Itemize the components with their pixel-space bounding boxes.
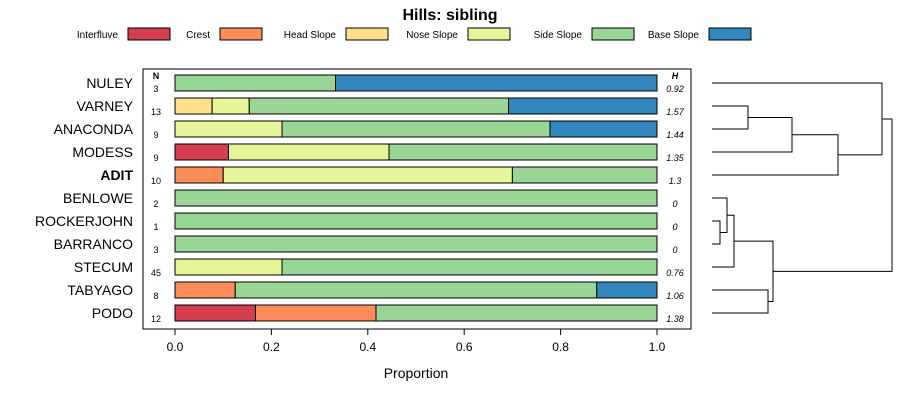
legend-label-interfluve: Interfluve: [77, 30, 119, 41]
bar-tabyago-base-slope: [596, 281, 658, 299]
bar-varney-base-slope: [508, 97, 658, 115]
n-value-varney: 13: [151, 107, 161, 117]
bar-podo-interfluve: [174, 304, 256, 322]
bar-varney-head-slope: [174, 97, 213, 115]
n-value-tabyago: 8: [153, 291, 158, 301]
legend-label-nose-slope: Nose Slope: [406, 30, 458, 41]
n-value-benlowe: 2: [153, 199, 158, 209]
x-axis: 0.0 0.2 0.4 0.6 0.8 1.0: [167, 329, 666, 354]
dendrogram-branch: [712, 220, 721, 245]
legend-label-base-slope: Base Slope: [648, 30, 700, 41]
row-label-tabyago: TABYAGO: [67, 282, 133, 298]
bar-tabyago-side-slope: [234, 281, 598, 299]
plot-frame: [142, 68, 692, 330]
n-value-anaconda: 9: [153, 130, 158, 140]
bar-modess-side-slope: [388, 143, 658, 161]
legend-swatch-nose-slope: [467, 27, 511, 41]
n-value-stecum: 45: [151, 268, 161, 278]
n-value-barranco: 3: [153, 245, 158, 255]
dendrogram-branch: [712, 214, 735, 268]
h-value-barranco: 0: [672, 245, 677, 255]
n-column-header: N: [153, 71, 160, 81]
n-value-rockerjohn: 1: [153, 222, 158, 232]
x-tick-label: 0.0: [167, 340, 184, 354]
bar-stecum-side-slope: [281, 258, 658, 276]
bar-nuley-base-slope: [335, 74, 658, 92]
x-tick-label: 0.2: [263, 340, 280, 354]
n-value-nuley: 3: [153, 84, 158, 94]
row-label-stecum: STECUM: [74, 259, 133, 275]
bar-varney-side-slope: [248, 97, 510, 115]
bar-rockerjohn-side-slope: [174, 212, 658, 230]
bar-tabyago-crest: [174, 281, 236, 299]
h-column-header: H: [672, 71, 679, 81]
bar-anaconda-nose-slope: [174, 120, 283, 138]
chart-title: Hills: sibling: [402, 7, 497, 24]
dendrogram-branch: [712, 117, 793, 153]
legend-label-head-slope: Head Slope: [284, 30, 337, 41]
n-value-podo: 12: [151, 314, 161, 324]
row-label-benlowe: BENLOWE: [63, 190, 133, 206]
row-label-varney: VARNEY: [76, 98, 133, 114]
bar-podo-crest: [254, 304, 377, 322]
h-value-stecum: 0.76: [666, 268, 684, 278]
n-value-modess: 9: [153, 153, 158, 163]
h-value-anaconda: 1.44: [666, 130, 684, 140]
h-value-tabyago: 1.06: [666, 291, 684, 301]
row-label-modess: MODESS: [72, 144, 133, 160]
legend-label-side-slope: Side Slope: [534, 30, 583, 41]
bar-stecum-nose-slope: [174, 258, 283, 276]
legend: Interfluve Crest Head Slope Nose Slope Side …: [77, 27, 752, 41]
bar-podo-side-slope: [375, 304, 658, 322]
dendrogram-branch: [712, 134, 839, 176]
bar-barranco-side-slope: [174, 235, 658, 253]
x-tick-label: 0.8: [552, 340, 569, 354]
x-tick-label: 0.6: [456, 340, 473, 354]
x-axis-title: Proportion: [384, 365, 449, 381]
bar-varney-nose-slope: [211, 97, 250, 115]
h-value-benlowe: 0: [672, 199, 677, 209]
legend-swatch-side-slope: [591, 27, 635, 41]
dendrogram-branch: [712, 289, 769, 314]
h-value-modess: 1.35: [666, 153, 685, 163]
row-label-nuley: NULEY: [86, 75, 133, 91]
bar-adit-nose-slope: [222, 166, 513, 184]
bar-modess-interfluve: [174, 143, 230, 161]
row-label-adit: ADIT: [100, 167, 133, 183]
row-label-rockerjohn: ROCKERJOHN: [35, 213, 133, 229]
h-value-nuley: 0.92: [666, 84, 684, 94]
h-value-varney: 1.57: [666, 107, 685, 117]
legend-label-crest: Crest: [186, 30, 210, 41]
legend-swatch-base-slope: [708, 27, 752, 41]
dendrogram: [712, 82, 893, 314]
row-label-podo: PODO: [92, 305, 133, 321]
h-value-adit: 1.3: [669, 176, 682, 186]
bar-anaconda-base-slope: [549, 120, 658, 138]
row-label-anaconda: ANACONDA: [54, 121, 134, 137]
dendrogram-branch: [734, 240, 774, 302]
bar-anaconda-side-slope: [281, 120, 551, 138]
row-label-barranco: BARRANCO: [54, 236, 133, 252]
dendrogram-branch: [712, 82, 883, 156]
legend-swatch-crest: [219, 27, 263, 41]
dendrogram-branch: [712, 105, 749, 130]
bar-nuley-side-slope: [174, 74, 337, 92]
n-value-adit: 10: [151, 176, 161, 186]
bar-adit-crest: [174, 166, 224, 184]
h-value-rockerjohn: 0: [672, 222, 677, 232]
bar-adit-side-slope: [511, 166, 658, 184]
bar-benlowe-side-slope: [174, 189, 658, 207]
bar-modess-nose-slope: [228, 143, 390, 161]
legend-swatch-interfluve: [127, 27, 171, 41]
dendrogram-branch: [773, 118, 893, 272]
h-value-podo: 1.38: [666, 314, 684, 324]
legend-swatch-head-slope: [345, 27, 389, 41]
x-tick-label: 1.0: [649, 340, 666, 354]
x-tick-label: 0.4: [359, 340, 376, 354]
